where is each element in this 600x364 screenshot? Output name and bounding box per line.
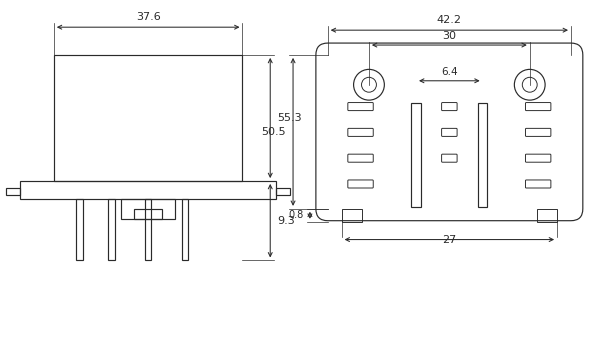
- Bar: [145, 199, 151, 260]
- Bar: [341, 209, 362, 222]
- Text: 42.2: 42.2: [437, 15, 462, 25]
- Bar: [6, 188, 20, 195]
- Bar: [276, 188, 290, 195]
- Bar: [20, 181, 276, 199]
- Text: 0.8: 0.8: [289, 210, 304, 220]
- Bar: [537, 209, 557, 222]
- Text: 9.3: 9.3: [277, 216, 295, 226]
- Text: 27: 27: [442, 234, 457, 245]
- Text: 55.3: 55.3: [277, 113, 302, 123]
- Bar: [54, 55, 242, 181]
- Bar: [134, 209, 162, 219]
- Bar: [182, 199, 188, 260]
- Bar: [412, 103, 421, 207]
- Bar: [76, 199, 83, 260]
- Bar: [108, 199, 115, 260]
- Bar: [121, 199, 175, 219]
- Text: 6.4: 6.4: [441, 67, 458, 77]
- Text: 30: 30: [442, 31, 457, 41]
- Text: 50.5: 50.5: [262, 127, 286, 137]
- Bar: [478, 103, 487, 207]
- Text: 37.6: 37.6: [136, 12, 161, 22]
